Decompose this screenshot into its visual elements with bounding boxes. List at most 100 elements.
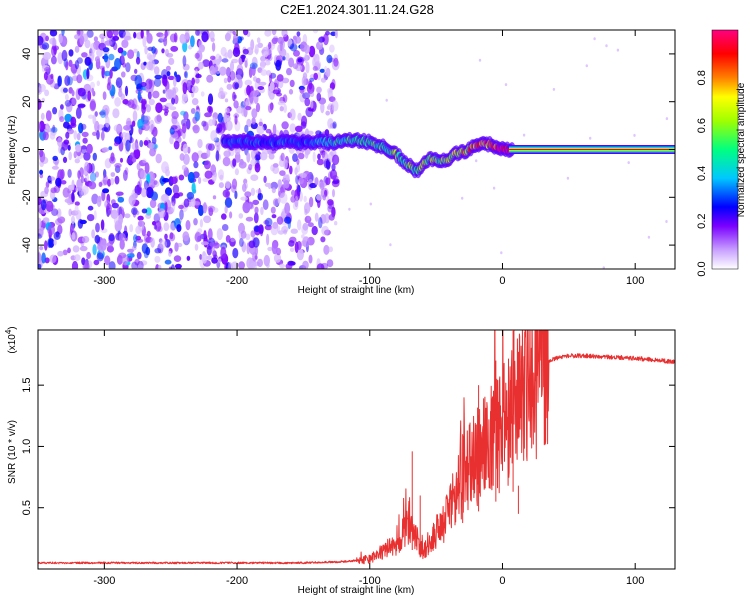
spectrogram-noise-blob xyxy=(58,109,64,121)
spectrogram-noise-blob xyxy=(96,48,103,57)
spectrogram-noise-blob xyxy=(323,244,330,255)
spectrogram-noise-blob xyxy=(60,180,67,185)
spectrogram-noise-blob xyxy=(193,218,198,226)
spectrogram-noise-blob xyxy=(215,150,220,162)
spectrogram-x-tick-label: -200 xyxy=(226,275,248,287)
spectrogram-noise-blob xyxy=(242,101,249,106)
spectrogram-noise-blob xyxy=(306,83,315,95)
spectrogram-noise-blob xyxy=(108,261,116,269)
spectrogram-noise-blob xyxy=(150,191,158,201)
spectrogram-noise-blob xyxy=(665,220,668,223)
spectrogram-noise-blob xyxy=(163,222,170,232)
colorbar-tick-label: 0.2 xyxy=(696,214,708,229)
spectrogram-noise-blob xyxy=(298,177,304,185)
spectrogram-noise-blob xyxy=(141,208,148,214)
spectrogram-noise-blob xyxy=(242,48,249,55)
spectrogram-noise-blob xyxy=(202,178,209,182)
spectrogram-noise-blob xyxy=(165,168,170,177)
spectrogram-noise-blob xyxy=(207,93,214,105)
snr-x-ticks: -300 -200 -100 0 100 xyxy=(93,330,644,587)
spectrogram-noise-blob xyxy=(114,97,121,107)
spectrogram-noise-blob xyxy=(134,258,140,266)
spectrogram-noise-blob xyxy=(209,65,216,76)
spectrogram-noise-blob xyxy=(585,64,588,68)
spectrogram-noise-blob xyxy=(200,241,209,246)
spectrogram-noise-blob xyxy=(227,262,233,269)
spectrogram-noise-blob xyxy=(202,202,207,214)
spectrogram-noise-blob xyxy=(289,247,295,253)
spectrogram-noise-blob xyxy=(144,45,148,55)
spectrogram-noise-blob xyxy=(74,254,81,261)
spectrogram-noise-blob xyxy=(137,89,141,102)
spectrogram-x-label: Height of straight line (km) xyxy=(298,285,415,296)
spectrogram-noise-blob xyxy=(131,207,138,216)
spectrogram-noise-blob xyxy=(647,235,651,239)
spectrogram-noise-blob xyxy=(158,208,166,219)
spectrogram-noise-blob xyxy=(287,218,291,230)
spectrogram-noise-blob xyxy=(331,100,339,112)
spectrogram-noise-blob xyxy=(323,229,331,236)
spectrogram-noise-blob xyxy=(165,187,172,196)
spectrogram-noise-blob xyxy=(219,66,227,76)
spectrogram-noise-blob xyxy=(182,82,188,95)
spectrogram-noise-blob xyxy=(316,86,322,94)
spectrogram-noise-blob xyxy=(88,181,97,190)
spectrogram-noise-blob xyxy=(54,161,59,167)
spectrogram-noise-blob xyxy=(256,125,265,135)
spectrogram-noise-blob xyxy=(92,244,97,256)
spectrogram-noise-blob xyxy=(327,199,334,206)
spectrogram-noise-blob xyxy=(185,118,191,130)
spectrogram-noise-blob xyxy=(247,203,255,210)
spectrogram-noise-blob xyxy=(92,152,98,161)
svg-text:(x104): (x104) xyxy=(4,326,18,353)
spectrogram-noise-blob xyxy=(264,30,272,37)
snr-y-ticks: 0.5 1.0 1.5 xyxy=(21,378,675,515)
spectrogram-noise-blob xyxy=(127,49,135,59)
spectrogram-noise-blob xyxy=(52,37,56,47)
spectrogram-noise-blob xyxy=(250,158,257,167)
snr-x-tick-label: -200 xyxy=(226,575,248,587)
spectrogram-noise-blob xyxy=(309,91,315,98)
spectrogram-noise-blob xyxy=(39,149,44,158)
spectrogram-noise-blob xyxy=(61,30,65,36)
spectrogram-noise-blob xyxy=(249,92,254,104)
spectrogram-noise-blob xyxy=(81,131,89,138)
spectrogram-noise-blob xyxy=(226,120,233,132)
spectrogram-noise-blob xyxy=(179,209,184,220)
spectrogram-noise-blob xyxy=(161,74,167,86)
spectrogram-noise-blob xyxy=(118,232,126,243)
spectrogram-noise-blob xyxy=(320,77,327,83)
spectrogram-noise-blob xyxy=(113,124,122,132)
spectrogram-noise-blob xyxy=(232,30,236,35)
spectrogram-noise-blob xyxy=(325,67,331,78)
spectrogram-noise-blob xyxy=(131,142,139,151)
spectrogram-noise-blob xyxy=(93,210,97,221)
spectrogram-noise-blob xyxy=(38,197,42,206)
spectrogram-y-tick-label: 0 xyxy=(21,146,33,152)
spectrogram-noise-blob xyxy=(293,37,298,46)
spectrogram-noise-blob xyxy=(131,261,138,269)
spectrogram-noise-blob xyxy=(179,153,185,161)
spectrogram-noise-blob xyxy=(76,74,83,84)
spectrogram-noise-blob xyxy=(139,140,144,148)
spectrogram-noise-blob xyxy=(82,185,89,195)
spectrogram-noise-blob xyxy=(71,191,75,203)
spectrogram-noise-blob xyxy=(77,103,86,108)
spectrogram-noise-blob xyxy=(63,121,70,129)
colorbar: 0.0 0.2 0.4 0.6 0.8 Normalized spectral ampl… xyxy=(696,29,747,277)
spectrogram-noise-blob xyxy=(241,241,247,253)
spectrogram-noise-blob xyxy=(143,123,150,131)
spectrogram-noise-blob xyxy=(44,66,51,73)
spectrogram-noise-blob xyxy=(169,106,177,111)
spectrogram-noise-blob xyxy=(50,126,58,133)
spectrogram-noise-blob xyxy=(191,77,195,86)
spectrogram-noise-blob xyxy=(113,30,119,37)
spectrogram-noise-blob xyxy=(257,258,263,268)
spectrogram-noise-blob xyxy=(259,60,266,69)
spectrogram-noise-blob xyxy=(174,263,182,269)
spectrogram-noise-blob xyxy=(183,38,187,44)
spectrogram-noise-blob xyxy=(289,43,298,52)
spectrogram-noise-blob xyxy=(329,82,335,90)
spectrogram-noise-blob xyxy=(323,33,329,46)
snr-y-tick-label: 1.5 xyxy=(21,378,33,393)
